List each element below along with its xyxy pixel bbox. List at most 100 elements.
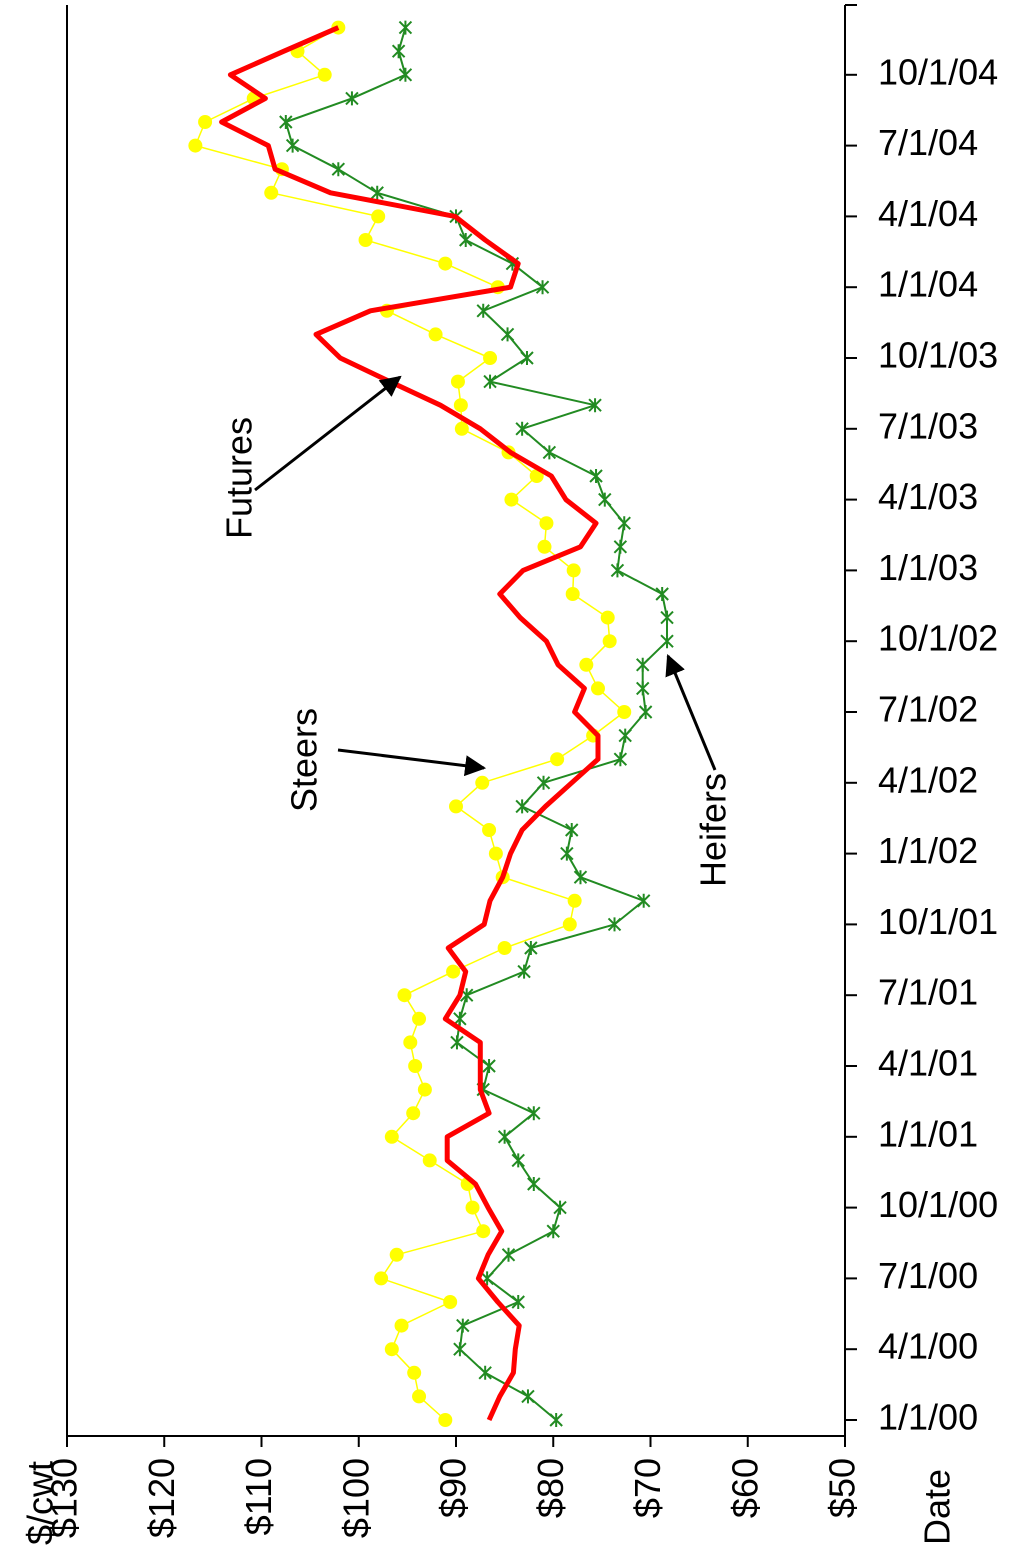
x-tick-label: 10/1/00 bbox=[878, 1184, 998, 1225]
steers-point bbox=[394, 1318, 409, 1333]
heifers-point bbox=[478, 1365, 492, 1380]
heifers-point bbox=[459, 233, 473, 247]
heifers-point bbox=[549, 1413, 563, 1427]
steers-point bbox=[566, 563, 581, 578]
heifers-point bbox=[482, 1059, 496, 1073]
steers-point bbox=[475, 775, 490, 790]
x-tick-label: 7/1/02 bbox=[878, 689, 978, 730]
steers-point bbox=[562, 917, 577, 932]
heifers-point bbox=[476, 303, 490, 318]
steers-point bbox=[407, 1365, 422, 1380]
heifers-point bbox=[515, 799, 529, 814]
heifers-point bbox=[660, 610, 674, 625]
steers-point bbox=[504, 492, 519, 507]
heifers-point bbox=[542, 445, 557, 460]
heifers-point bbox=[636, 893, 651, 908]
x-tick-label: 4/1/00 bbox=[878, 1326, 978, 1367]
steers-point bbox=[389, 1247, 404, 1262]
x-tick-label: 7/1/01 bbox=[878, 972, 978, 1013]
heifers-point bbox=[598, 492, 612, 507]
y-tick-label: $80 bbox=[530, 1458, 571, 1518]
x-tick-label: 1/1/00 bbox=[878, 1397, 978, 1438]
heifers-point bbox=[483, 374, 497, 389]
steers-point bbox=[374, 1271, 389, 1286]
x-tick-label: 1/1/02 bbox=[878, 830, 978, 871]
heifers-point bbox=[655, 587, 669, 601]
heifers-point bbox=[636, 657, 650, 672]
heifers-point bbox=[618, 728, 632, 743]
y-tick-label: $60 bbox=[724, 1458, 765, 1518]
steers-point bbox=[384, 1342, 399, 1357]
steers-point bbox=[476, 1224, 491, 1239]
heifers-point bbox=[607, 917, 622, 932]
steers-point bbox=[465, 1200, 480, 1215]
heifers-point bbox=[573, 870, 588, 885]
heifers-point bbox=[617, 516, 631, 531]
steers-point bbox=[443, 1295, 458, 1309]
steers-point bbox=[408, 1059, 423, 1073]
x-tick-label: 10/1/01 bbox=[878, 901, 998, 942]
heifers-point bbox=[565, 823, 579, 837]
steers-point bbox=[438, 256, 453, 271]
heifers-point bbox=[636, 681, 650, 696]
y-tick-label: $110 bbox=[238, 1458, 279, 1535]
steers-point bbox=[358, 233, 373, 247]
x-tick-label: 7/1/03 bbox=[878, 405, 978, 446]
x-tick-label: 1/1/03 bbox=[878, 547, 978, 588]
heifers-point bbox=[613, 539, 628, 554]
x-tick-label: 7/1/00 bbox=[878, 1255, 978, 1296]
heifers-arrow bbox=[665, 654, 717, 771]
heifers-point bbox=[370, 185, 384, 200]
steers-point bbox=[384, 1129, 399, 1144]
steers-point bbox=[406, 1106, 421, 1121]
steers-point bbox=[565, 587, 580, 601]
steers-point bbox=[412, 1389, 427, 1404]
steers-point bbox=[454, 421, 469, 436]
heifers-point bbox=[660, 634, 674, 649]
steers-point bbox=[450, 374, 465, 389]
x-tick-label: 1/1/04 bbox=[878, 264, 978, 305]
heifers-point bbox=[589, 469, 603, 483]
x-tick-label: 4/1/02 bbox=[878, 759, 978, 800]
heifers-point bbox=[450, 1035, 464, 1050]
heifers-point bbox=[279, 115, 293, 129]
heifers-point bbox=[638, 705, 653, 719]
series-line bbox=[219, 25, 601, 1422]
y-tick-label: $70 bbox=[627, 1458, 668, 1518]
heifers-point bbox=[524, 941, 538, 955]
steers-point bbox=[317, 67, 332, 82]
steers-point bbox=[529, 469, 544, 483]
steers-point bbox=[579, 657, 594, 672]
heifers-point bbox=[398, 67, 413, 82]
y-tick-label: $90 bbox=[433, 1458, 474, 1518]
heifers-point bbox=[285, 138, 300, 153]
steers-point bbox=[422, 1153, 437, 1168]
steers-point bbox=[417, 1082, 432, 1097]
steers-point bbox=[453, 398, 468, 413]
steers-point bbox=[449, 799, 463, 814]
steers-point bbox=[488, 846, 503, 861]
futures-arrow bbox=[254, 375, 402, 492]
heifers-point bbox=[536, 775, 551, 790]
heifers-point bbox=[613, 752, 628, 767]
heifers-point bbox=[520, 351, 534, 365]
steers-point bbox=[537, 539, 552, 554]
heifers-point bbox=[560, 846, 574, 861]
steers-point bbox=[497, 941, 512, 955]
y-tick-label: $100 bbox=[335, 1458, 376, 1538]
steers-point bbox=[397, 988, 412, 1003]
heifers-point bbox=[456, 1318, 470, 1333]
steers-point bbox=[482, 823, 497, 837]
y-tick-label: $50 bbox=[822, 1458, 863, 1518]
steers-point bbox=[602, 634, 617, 649]
steers-arrow bbox=[337, 748, 487, 777]
steers-point bbox=[483, 351, 498, 365]
plot-area bbox=[188, 20, 674, 1427]
steers-point bbox=[590, 681, 605, 696]
x-tick-label: 10/1/04 bbox=[878, 51, 998, 92]
heifers-point bbox=[345, 91, 359, 106]
heifers-point bbox=[511, 1153, 525, 1168]
steers-point bbox=[617, 705, 632, 719]
heifers-point bbox=[453, 1342, 467, 1357]
series-annotation: Steers bbox=[284, 708, 325, 812]
